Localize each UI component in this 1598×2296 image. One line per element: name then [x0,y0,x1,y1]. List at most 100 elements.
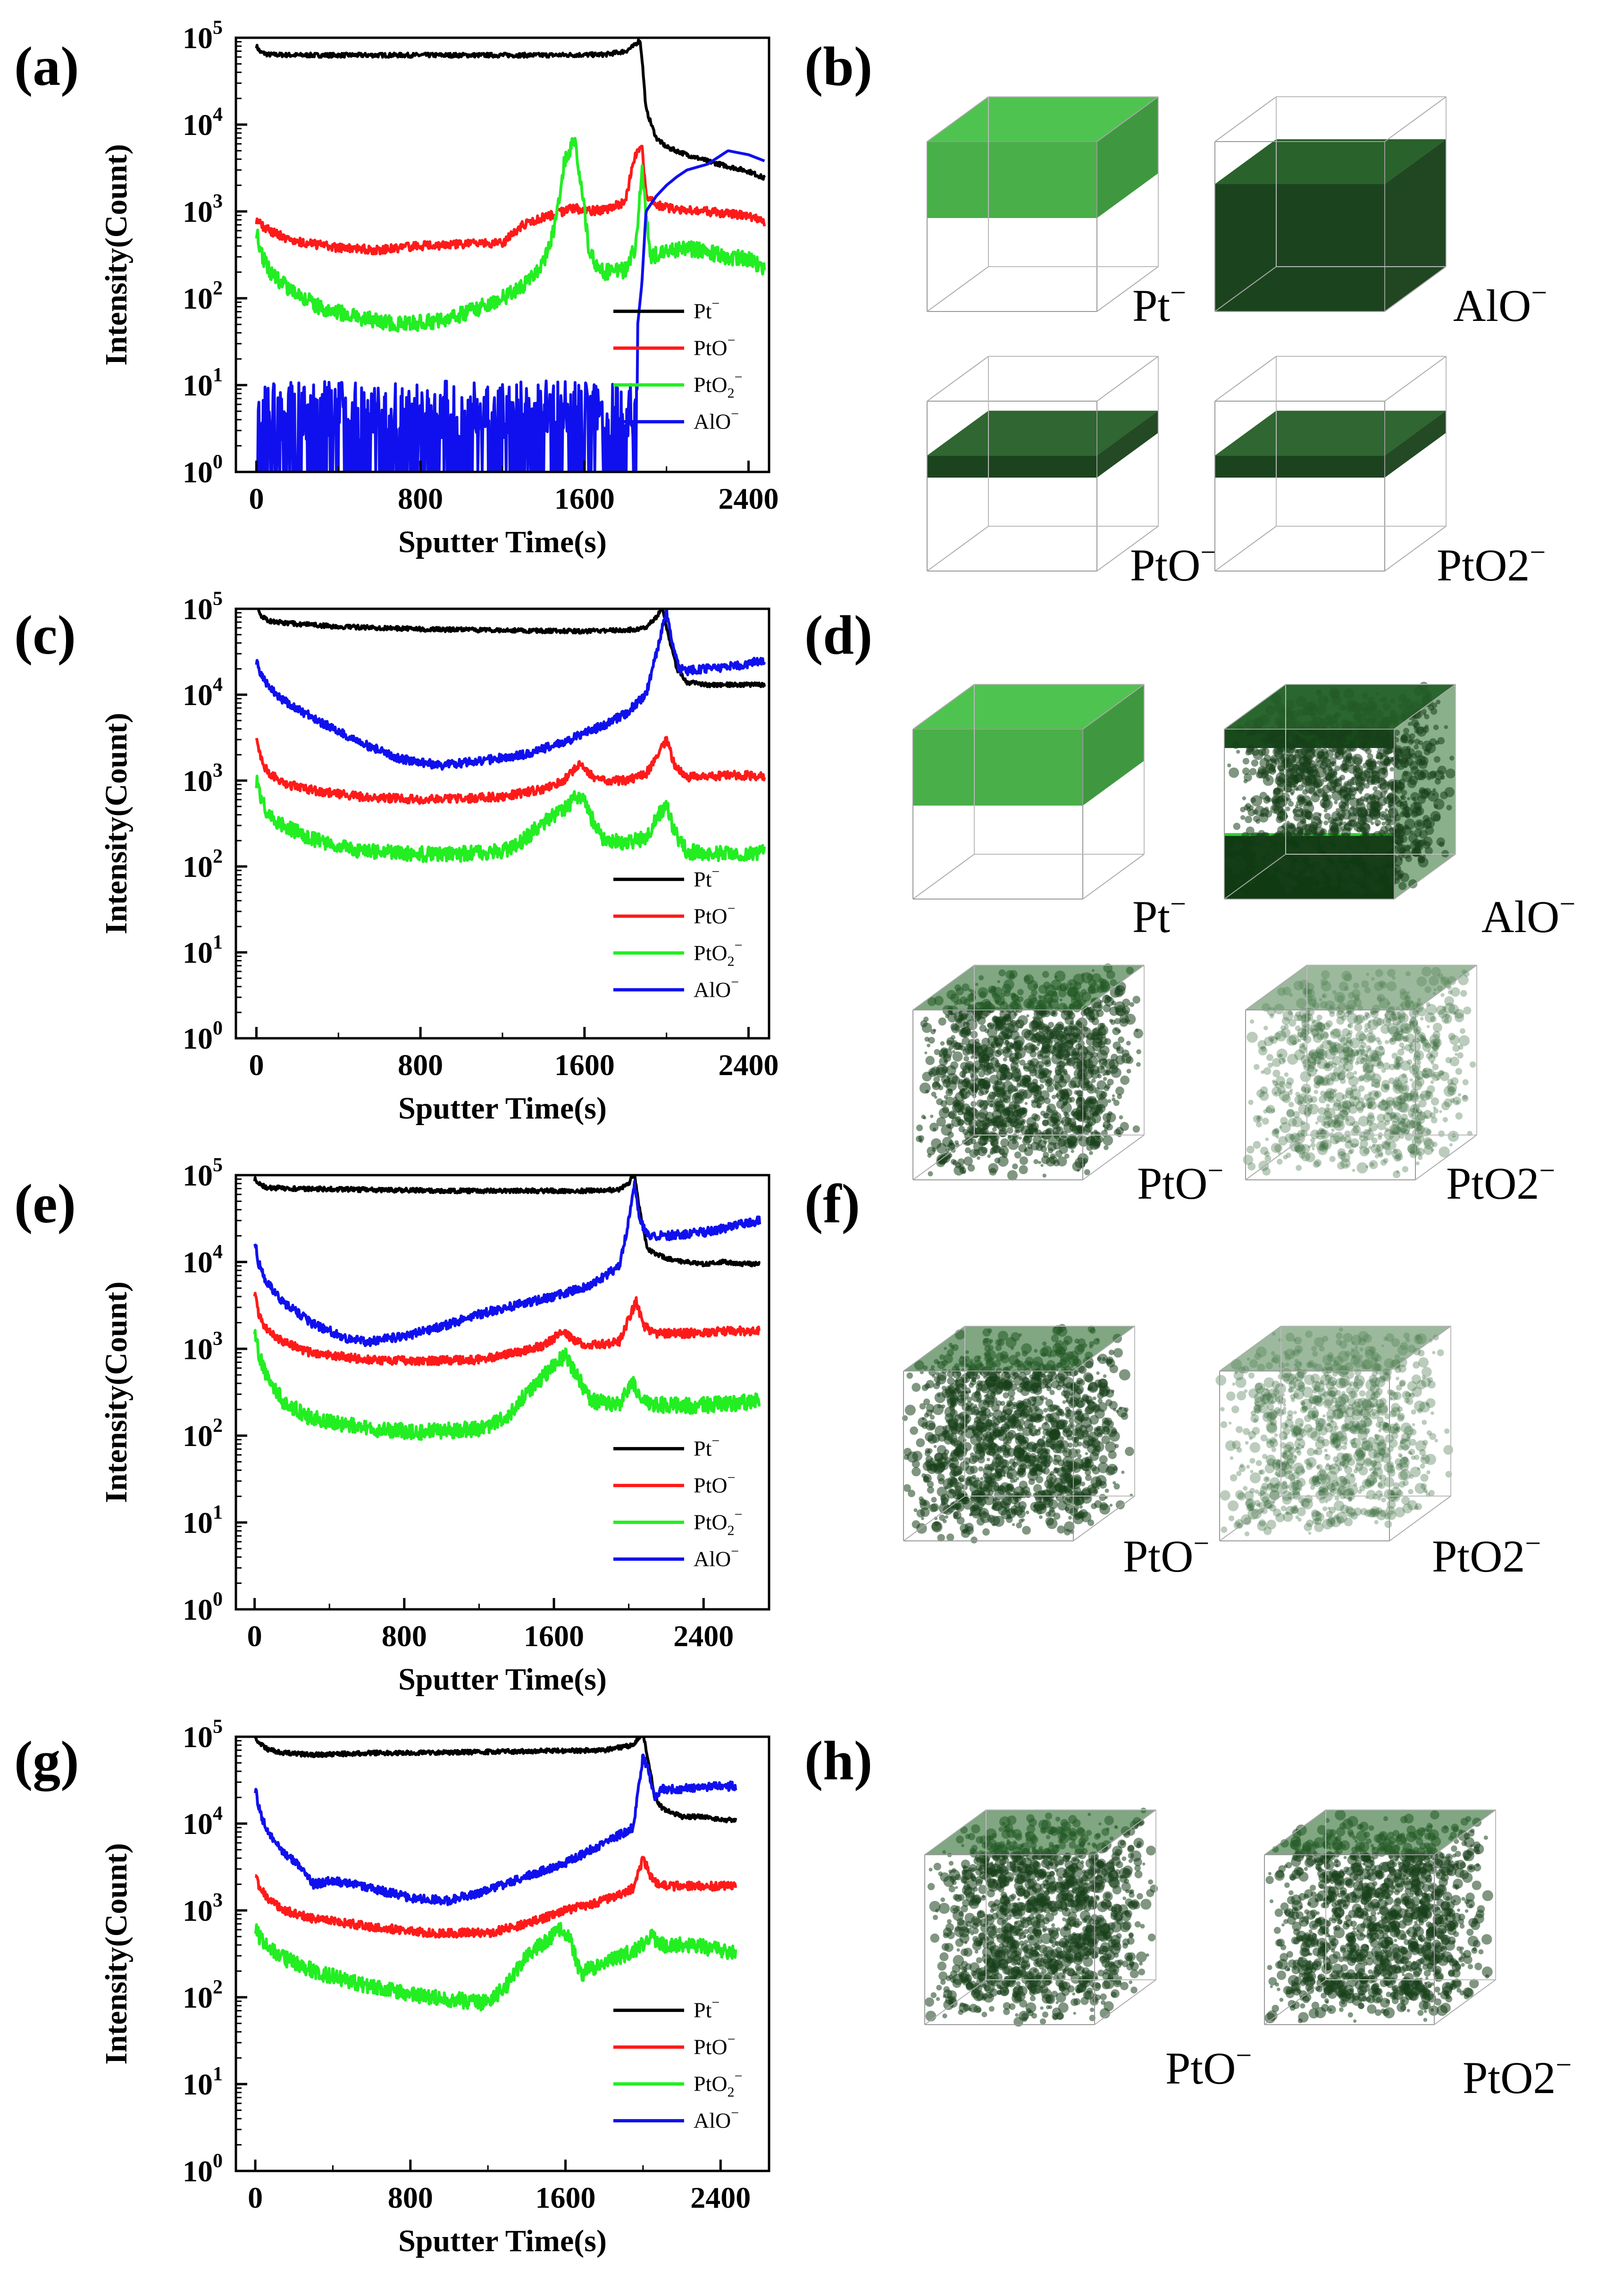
cube-speckle [1003,1057,1007,1062]
cube-speckle [972,1503,979,1511]
cube-speckle [1432,1063,1439,1070]
cube-speckle [1460,990,1467,997]
cube-speckle [1033,1159,1039,1164]
cube-speckle [1007,1170,1018,1181]
x-tick-label: 0 [249,1048,264,1082]
cube-speckle [952,1160,958,1166]
cube-speckle [1414,769,1425,781]
cube-speckle [1389,1013,1397,1022]
cube-speckle [1136,1062,1141,1067]
cube-speckle [1071,1051,1080,1060]
panel-letter: (g) [14,1730,79,1791]
cube-speckle [1099,1455,1108,1464]
cube-speckle [957,1045,963,1051]
cube-speckle [916,1124,923,1131]
cube-speckle [1368,1145,1372,1150]
cube-speckle [1409,1078,1413,1082]
cube-speckle [1379,749,1387,757]
cube-speckle [1060,1466,1066,1472]
cube-speckle [1090,1098,1097,1105]
cube-speckle [1042,1120,1048,1126]
cube-speckle [1263,1067,1272,1075]
cube-speckle [1333,1119,1345,1131]
cube-label: PtO− [1130,537,1216,590]
cube-speckle [1014,1151,1021,1159]
x-tick-label: 800 [388,2181,433,2214]
cube-speckle [1117,1029,1121,1034]
cube-speckle [1061,1120,1064,1124]
cube-speckle [1077,1126,1085,1135]
cube-speckle [1407,779,1417,789]
cube-speckle [974,1056,978,1060]
cube-speckle [1308,1098,1314,1103]
cube-speckle [1109,1504,1113,1507]
cube-speckle [1433,1074,1438,1078]
cube-speckle [1430,1016,1437,1023]
cube-speckle [938,1053,943,1058]
cube-speckle [1353,756,1357,759]
y-tick-label: 104 [183,104,223,142]
cube-speckle [1301,1029,1309,1037]
cube-speckle [1036,1102,1042,1109]
cube-speckle [998,1487,1002,1491]
cube-speckle [1344,1011,1350,1017]
x-tick-label: 800 [398,1048,443,1082]
cube-speckle [1079,1505,1083,1509]
legend: Pt−PtO−PtO2−AlO− [613,864,743,1001]
cube-speckle [1377,866,1386,875]
cube-speckle [1324,772,1334,782]
cube-speckle [904,1405,916,1416]
cube-speckle [1270,804,1280,814]
x-tick-label: 2400 [719,482,779,515]
cube-speckle [984,1028,989,1034]
cube-speckle [1449,1034,1460,1045]
cube-speckle [1446,805,1452,811]
cube-speckle [1297,1100,1303,1106]
cube-speckle [1083,1026,1088,1032]
cube-speckle [1422,709,1427,714]
cube-speckle [1298,1045,1307,1054]
cube-speckle [1113,1100,1120,1106]
cube-speckle [1393,1170,1401,1178]
cube-speckle [1045,1397,1048,1400]
cube-speckle [987,1457,990,1462]
cube-speckle [996,1042,1003,1049]
cube-speckle [1002,1046,1010,1054]
cube-speckle [1320,1129,1330,1139]
cube-speckle [1263,841,1270,848]
cube-speckle [1340,802,1349,812]
cube-speckle [1294,743,1298,748]
cube-pto [927,356,1159,572]
cube-speckle [1231,865,1241,875]
cube-speckle [954,1379,964,1388]
cube-edge [927,526,989,572]
cube-speckle [1334,1043,1345,1054]
cube-speckle [1283,831,1292,840]
cube-speckle [1022,1089,1032,1099]
cube-speckle [1092,1466,1100,1475]
cube-speckle [1343,1061,1354,1072]
cube-speckle [1383,742,1391,750]
cube-speckle [1312,886,1316,890]
cube-speckle [1400,749,1411,760]
cube-speckle [1293,862,1300,869]
cube-speckle [1251,759,1259,767]
cube-speckle [1414,726,1418,730]
cube-speckle [1104,1127,1108,1132]
cube-speckle [1256,1121,1262,1127]
cube-speckle [1416,821,1422,827]
cube-speckle [1313,1035,1316,1039]
cube-speckle [1312,770,1320,778]
cube-speckle [1275,1030,1287,1042]
cube-speckle [912,1467,921,1477]
cube-speckle [1398,1102,1410,1113]
cube-speckle [1074,1157,1086,1169]
cube-speckle [1009,1458,1015,1465]
cube-speckle [1455,1052,1458,1056]
cube-speckle [1263,832,1270,839]
cube-speckle [1366,1097,1375,1107]
cube-speckle [1288,1102,1294,1108]
cube-speckle [1312,1147,1315,1151]
cube-speckle [991,1140,999,1148]
